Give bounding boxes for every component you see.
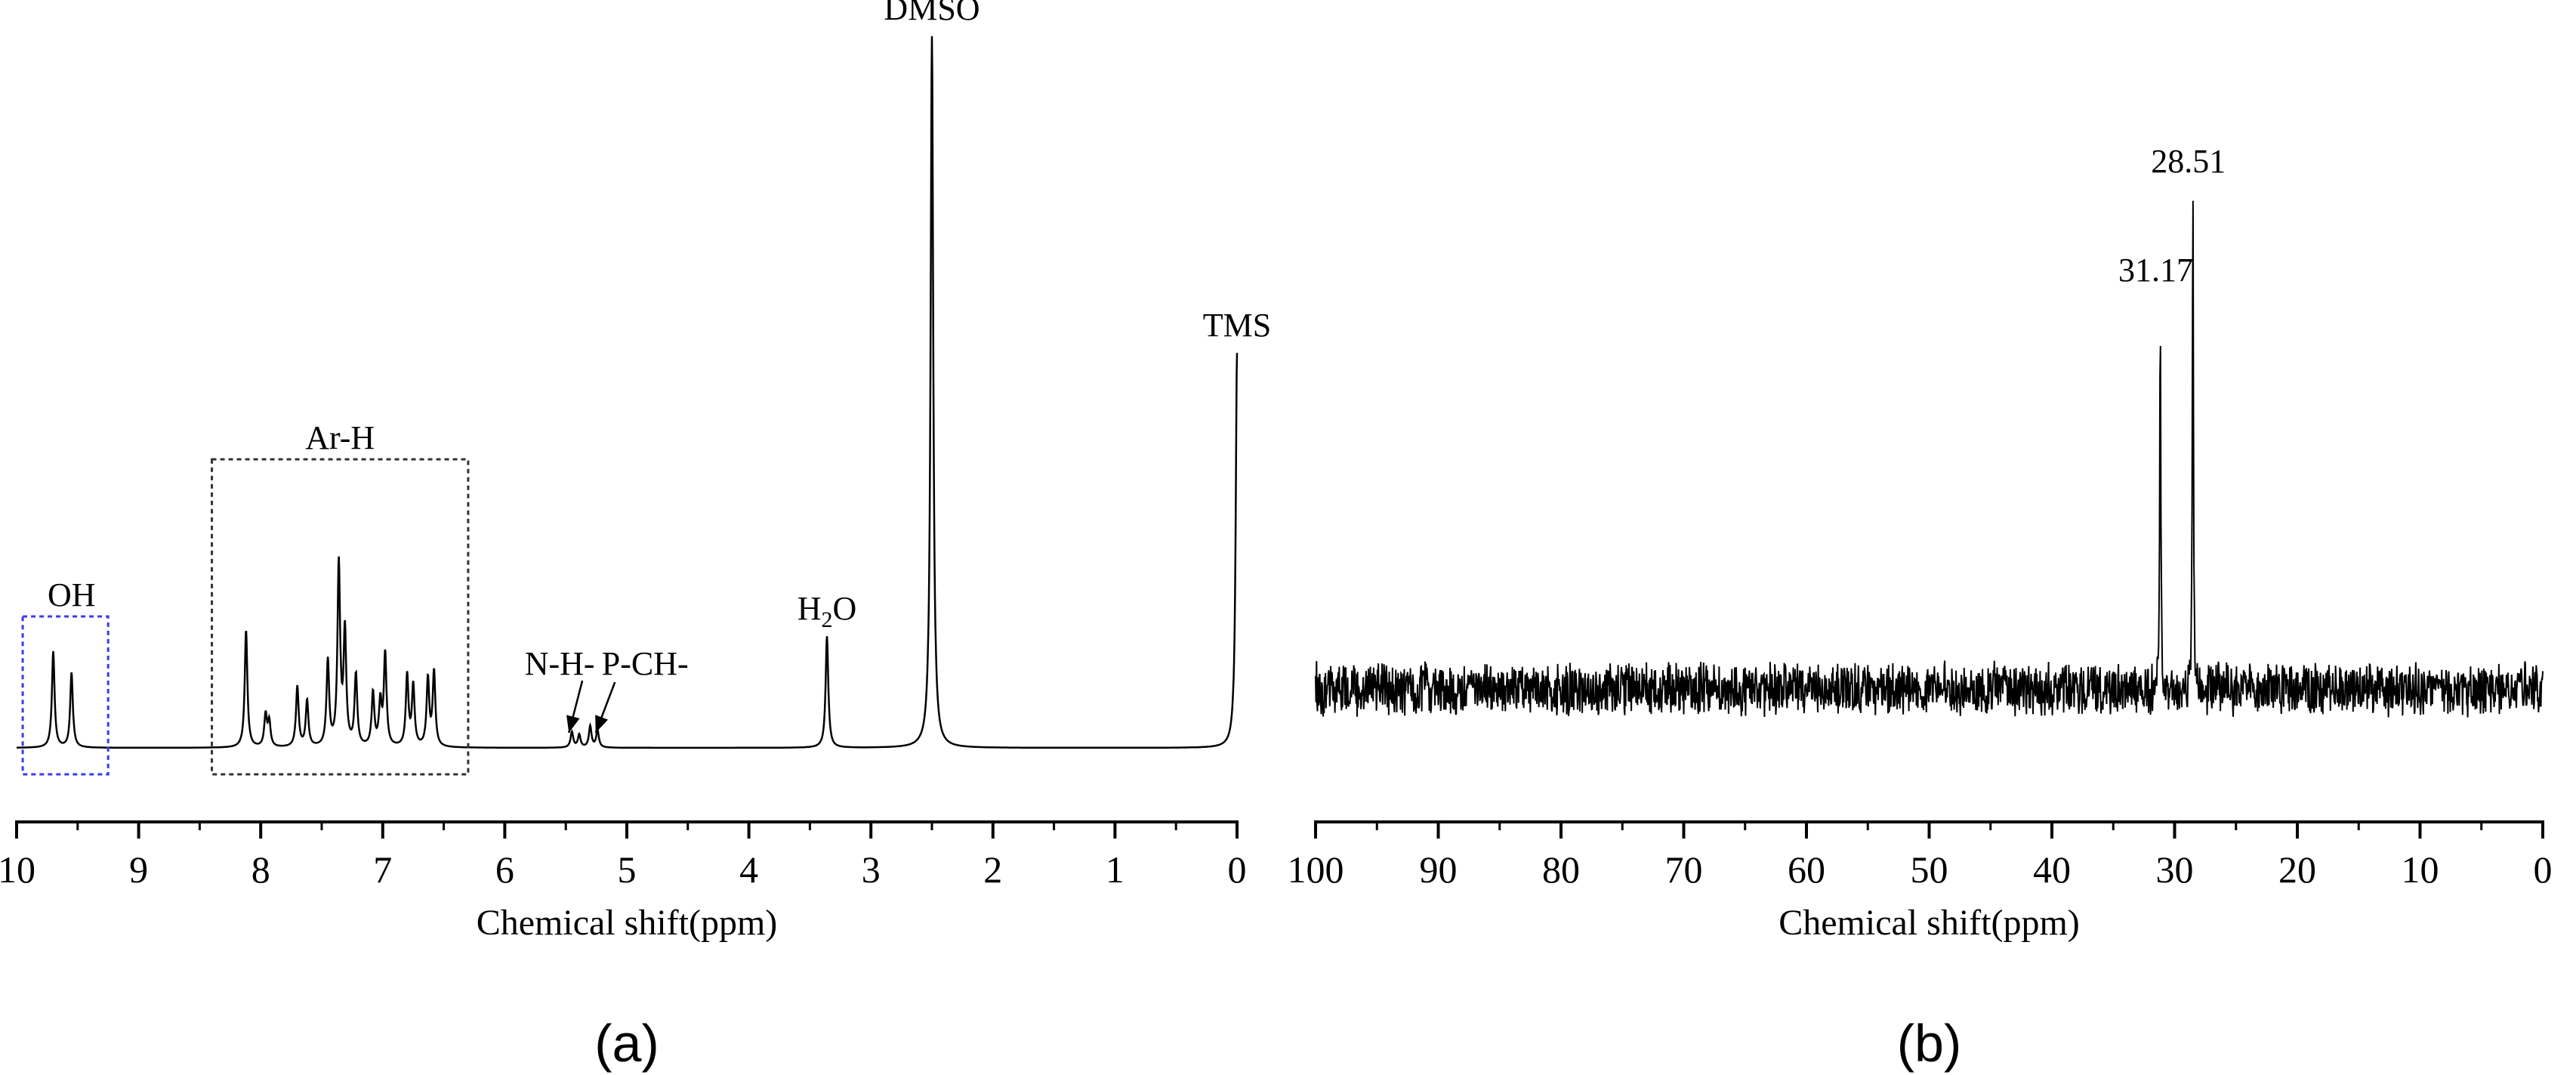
a-panel-label: (a) bbox=[594, 1014, 659, 1073]
b-peak-label: 31.17 bbox=[2118, 252, 2193, 289]
a-annotation-box bbox=[21, 615, 110, 776]
a-tick-label: 10 bbox=[0, 848, 35, 891]
a-spectrum-line bbox=[17, 36, 1239, 749]
b-tick-label: 100 bbox=[1288, 848, 1344, 891]
b-annotations: 31.17 28.51 bbox=[2118, 143, 2226, 289]
a-annotation-label: H2O bbox=[797, 590, 857, 632]
a-annotation-arrowhead bbox=[566, 715, 580, 733]
a-annotation-label: TMS bbox=[1203, 307, 1271, 344]
a-x-ticks: 10 9 8 7 6 5 4 3 2 1 0 bbox=[0, 822, 1247, 891]
a-annotation-label: N-H- bbox=[525, 645, 595, 682]
b-tick-label: 30 bbox=[2156, 848, 2194, 891]
a-annotations: OH Ar-H N-H- P-CH- H2O DMSO TMS bbox=[21, 0, 1271, 776]
b-tick-label: 80 bbox=[1542, 848, 1580, 891]
b-tick-label: 20 bbox=[2278, 848, 2316, 891]
a-tick-label: 2 bbox=[983, 848, 1002, 891]
a-tick-label: 0 bbox=[1228, 848, 1247, 891]
b-tick-label: 0 bbox=[2534, 848, 2553, 891]
a-tick-label: 5 bbox=[618, 848, 637, 891]
a-annotation-label: OH bbox=[48, 576, 96, 613]
b-tick-label: 90 bbox=[1420, 848, 1458, 891]
b-tick-label: 70 bbox=[1665, 848, 1703, 891]
b-peak-label: 28.51 bbox=[2151, 143, 2226, 180]
a-tick-label: 8 bbox=[251, 848, 270, 891]
a-tick-label: 1 bbox=[1106, 848, 1124, 891]
a-annotation-arrowhead bbox=[595, 715, 608, 733]
a-tick-label: 9 bbox=[129, 848, 148, 891]
b-tick-label: 60 bbox=[1788, 848, 1825, 891]
b-panel-label: (b) bbox=[1897, 1014, 1962, 1073]
a-tick-label: 6 bbox=[495, 848, 514, 891]
b-tick-label: 50 bbox=[1911, 848, 1948, 891]
b-spectrum-line bbox=[1315, 200, 2544, 718]
a-tick-label: 7 bbox=[373, 848, 392, 891]
a-tick-label: 3 bbox=[862, 848, 881, 891]
a-tick-label: 4 bbox=[739, 848, 758, 891]
b-x-axis-label: Chemical shift(ppm) bbox=[1779, 903, 2080, 943]
a-annotation-label: DMSO bbox=[884, 0, 979, 27]
a-annotation-box bbox=[211, 458, 470, 776]
a-x-axis-label: Chemical shift(ppm) bbox=[477, 903, 778, 943]
b-tick-label: 40 bbox=[2033, 848, 2071, 891]
b-tick-label: 10 bbox=[2402, 848, 2439, 891]
b-x-ticks: 100 90 80 70 60 50 40 30 20 10 0 bbox=[1288, 822, 2553, 891]
a-annotation-label: Ar-H bbox=[305, 419, 375, 456]
a-annotation-label: P-CH- bbox=[602, 645, 689, 682]
